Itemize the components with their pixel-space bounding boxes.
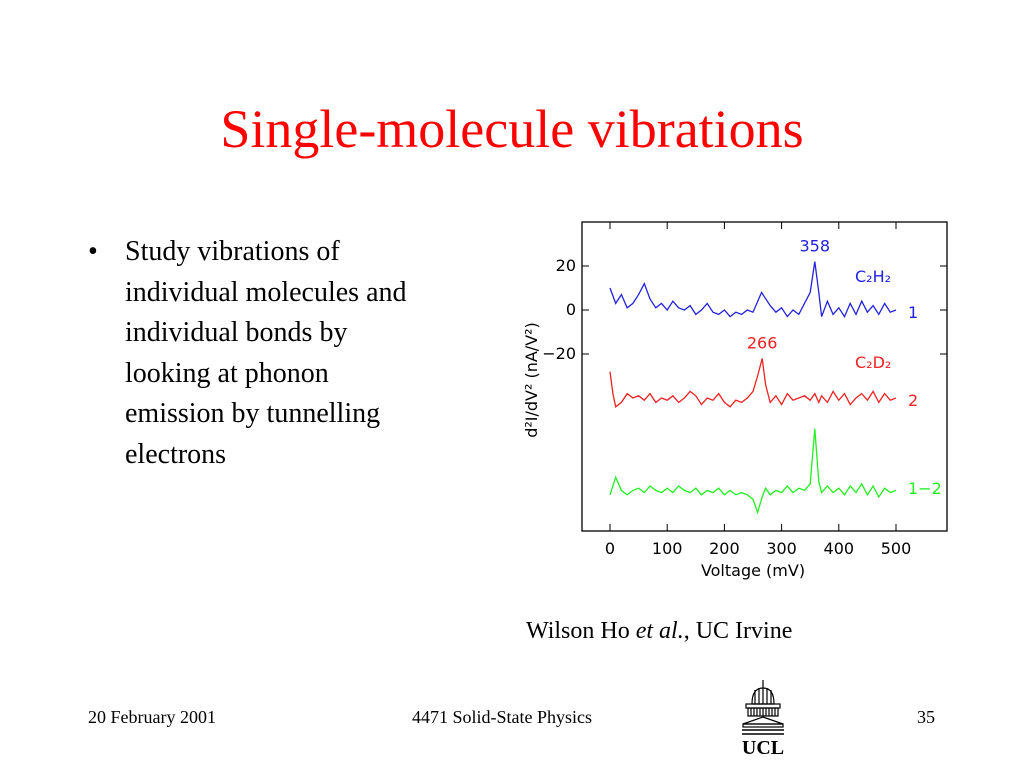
series-label: 1 bbox=[908, 303, 918, 322]
y-tick-label: 0 bbox=[566, 300, 576, 319]
x-tick-label: 200 bbox=[709, 539, 740, 558]
series-line bbox=[609, 358, 897, 408]
series-line bbox=[609, 428, 897, 515]
bullet-line: Study vibrations of bbox=[125, 236, 340, 267]
footer-date: 20 February 2001 bbox=[88, 707, 216, 727]
slide-title: Single-molecule vibrations bbox=[220, 99, 804, 159]
bullet-list: • Study vibrations of individual molecul… bbox=[88, 232, 488, 475]
footer-page-number: 35 bbox=[917, 707, 935, 727]
bullet-line: emission by tunnelling bbox=[125, 398, 381, 429]
y-tick-label: −20 bbox=[542, 344, 576, 363]
bullet-line: individual molecules and bbox=[125, 276, 407, 308]
caption-author: Wilson Ho bbox=[526, 618, 636, 644]
peak-label: 358 bbox=[800, 237, 831, 256]
molecule-label: C₂H₂ bbox=[855, 267, 891, 286]
bullet-text: Study vibrations of individual molecules… bbox=[125, 232, 488, 475]
peak-label: 266 bbox=[747, 333, 778, 352]
x-tick-label: 100 bbox=[652, 539, 683, 558]
spectra-figure: 0 100 200 300 400 500 20 0 −20 Voltage (mV) d²I/dV… bbox=[510, 220, 950, 590]
bullet-line: individual bonds by bbox=[125, 317, 348, 348]
bullet-line: looking at phonon bbox=[125, 357, 329, 389]
footer-course: 4471 Solid-State Physics bbox=[412, 707, 593, 727]
series-line bbox=[609, 261, 897, 318]
bullet-item: • Study vibrations of individual molecul… bbox=[88, 232, 488, 475]
y-tick-label: 20 bbox=[556, 256, 576, 275]
x-tick-label: 500 bbox=[881, 539, 912, 558]
y-axis-label: d²I/dV² (nA/V²) bbox=[522, 322, 541, 438]
x-tick-label: 0 bbox=[605, 539, 615, 558]
series-label: 1−2 bbox=[908, 479, 942, 498]
molecule-label: C₂D₂ bbox=[855, 353, 891, 372]
plot-frame bbox=[581, 221, 948, 532]
x-tick-label: 300 bbox=[766, 539, 797, 558]
ucl-logo: UCL bbox=[742, 680, 784, 759]
x-tick-label: 400 bbox=[824, 539, 855, 558]
caption-affiliation: , UC Irvine bbox=[683, 618, 793, 644]
ucl-logo-text: UCL bbox=[742, 737, 784, 759]
caption-etal: et al. bbox=[635, 618, 684, 644]
series-label: 2 bbox=[908, 391, 918, 410]
bullet-line: electrons bbox=[125, 438, 227, 470]
bullet-marker: • bbox=[88, 236, 98, 267]
figure-caption: Wilson Ho et al., UC Irvine bbox=[526, 618, 792, 645]
x-axis-label: Voltage (mV) bbox=[701, 561, 805, 580]
